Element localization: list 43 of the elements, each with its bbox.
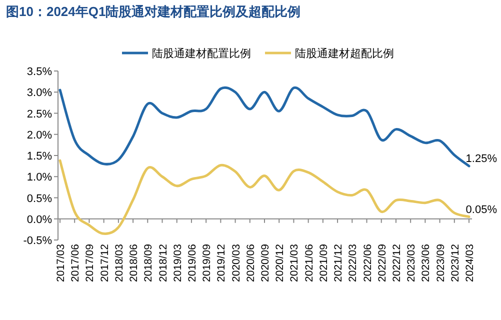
x-tick-label: 2022/06 — [362, 244, 374, 282]
y-tick-label: 0.5% — [26, 192, 52, 205]
x-tick-label: 2021/12 — [332, 244, 345, 282]
y-tick-label: 0.0% — [26, 214, 52, 226]
y-tick-label: 1.5% — [26, 150, 52, 162]
x-tick-label: 2018/12 — [157, 244, 170, 282]
x-tick-label: 2021/03 — [288, 244, 301, 282]
x-tick-label: 2023/03 — [406, 244, 418, 282]
x-tick-label: 2017/09 — [84, 244, 96, 282]
x-tick-label: 2019/12 — [216, 244, 228, 282]
x-tick-label: 2018/03 — [113, 244, 126, 282]
x-tick-label: 2019/03 — [172, 244, 184, 282]
legend-label: 陆股通建材超配比例 — [295, 47, 394, 60]
x-tick-label: 2022/09 — [376, 244, 388, 282]
legend-label: 陆股通建材配置比例 — [152, 47, 251, 60]
x-tick-label: 2021/06 — [303, 244, 316, 282]
chart-title: 图10：2024年Q1陆股通对建材配置比例及超配比例 — [6, 4, 301, 19]
x-tick-label: 2022/12 — [390, 244, 403, 282]
x-tick-label: 2022/03 — [347, 244, 360, 282]
x-tick-label: 2023/09 — [434, 244, 447, 282]
x-tick-label: 2019/06 — [186, 244, 198, 282]
y-tick-label: 1.0% — [26, 172, 52, 184]
y-tick-label: 3.5% — [26, 66, 52, 78]
data-label: 1.25% — [466, 153, 498, 166]
data-label: 0.05% — [466, 204, 498, 216]
x-tick-label: 2018/09 — [142, 244, 155, 282]
x-tick-label: 2020/09 — [260, 244, 272, 282]
x-tick-label: 2017/12 — [98, 244, 111, 282]
x-tick-label: 2020/06 — [244, 244, 257, 282]
x-tick-label: 2021/09 — [318, 244, 330, 282]
x-tick-label: 2020/03 — [230, 244, 242, 282]
x-tick-label: 2017/06 — [70, 244, 82, 282]
x-tick-label: 2018/06 — [128, 244, 140, 282]
x-tick-label: 2020/12 — [274, 244, 286, 282]
y-tick-label: 2.5% — [26, 108, 52, 120]
y-tick-label: 2.0% — [26, 129, 52, 142]
x-tick-label: 2019/09 — [201, 244, 214, 282]
x-tick-label: 2024/03 — [464, 244, 476, 282]
x-tick-label: 2023/06 — [420, 244, 432, 282]
y-tick-label: -0.5% — [23, 235, 52, 247]
x-tick-label: 2023/12 — [449, 244, 462, 282]
x-tick-label: 2017/03 — [55, 244, 67, 282]
y-tick-label: 3.0% — [26, 87, 52, 100]
